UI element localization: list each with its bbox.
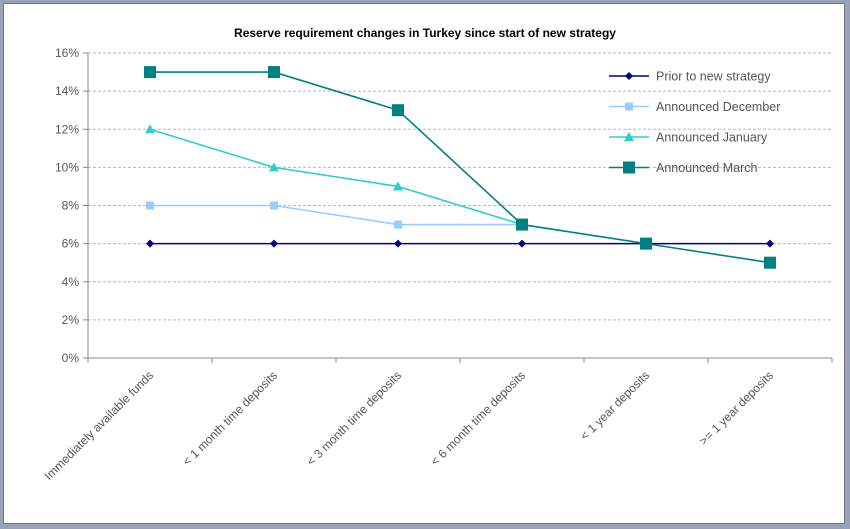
data-point (392, 104, 404, 117)
legend-marker (625, 72, 633, 80)
data-point (270, 239, 278, 248)
data-point (766, 239, 774, 248)
line-chart: 0% 2% 4% 6% 8% 10% 12% 14% 16% Immediately availa… (42, 46, 833, 483)
y-tick-label: 8% (62, 199, 80, 213)
y-tick-label: 14% (55, 84, 79, 98)
chart-title: Reserve requirement changes in Turkey si… (234, 26, 616, 40)
x-category-label: < 1 month time deposits (180, 368, 280, 468)
x-category-label: Immediately available funds (42, 368, 157, 483)
series-line (150, 71, 771, 264)
legend-label: Announced January (656, 131, 768, 145)
y-tick-label: 0% (62, 351, 80, 365)
y-tick-label: 10% (55, 160, 79, 174)
x-category-label: >= 1 year deposits (696, 368, 776, 448)
legend-marker (624, 132, 634, 141)
data-point (268, 66, 280, 79)
y-tick-label: 16% (55, 46, 79, 60)
series-line (150, 204, 522, 226)
legend-label: Announced March (656, 161, 758, 175)
data-point (518, 239, 526, 248)
legend-label: Prior to new strategy (656, 70, 771, 84)
legend-label: Announced December (656, 100, 780, 114)
data-point (640, 237, 652, 250)
y-tick-label: 12% (55, 122, 79, 136)
data-point (269, 162, 279, 172)
data-point (393, 181, 403, 191)
data-point (270, 201, 278, 210)
x-category-label: < 1 year deposits (577, 368, 652, 443)
y-tick-label: 4% (62, 275, 80, 289)
data-point (145, 124, 155, 134)
data-point (764, 256, 776, 269)
data-point (394, 239, 402, 248)
x-category-label: < 6 month time deposits (428, 368, 528, 468)
y-tick-label: 6% (62, 237, 80, 251)
legend-marker (625, 102, 633, 111)
data-point (144, 66, 156, 79)
data-point (394, 220, 402, 229)
data-point (146, 201, 154, 210)
legend-marker (623, 161, 635, 174)
y-tick-label: 2% (62, 313, 80, 327)
data-point (146, 239, 154, 248)
chart-frame: Reserve requirement changes in Turkey si… (3, 3, 845, 524)
series-line (149, 128, 523, 226)
data-point (516, 218, 528, 231)
x-category-label: < 3 month time deposits (304, 368, 404, 468)
